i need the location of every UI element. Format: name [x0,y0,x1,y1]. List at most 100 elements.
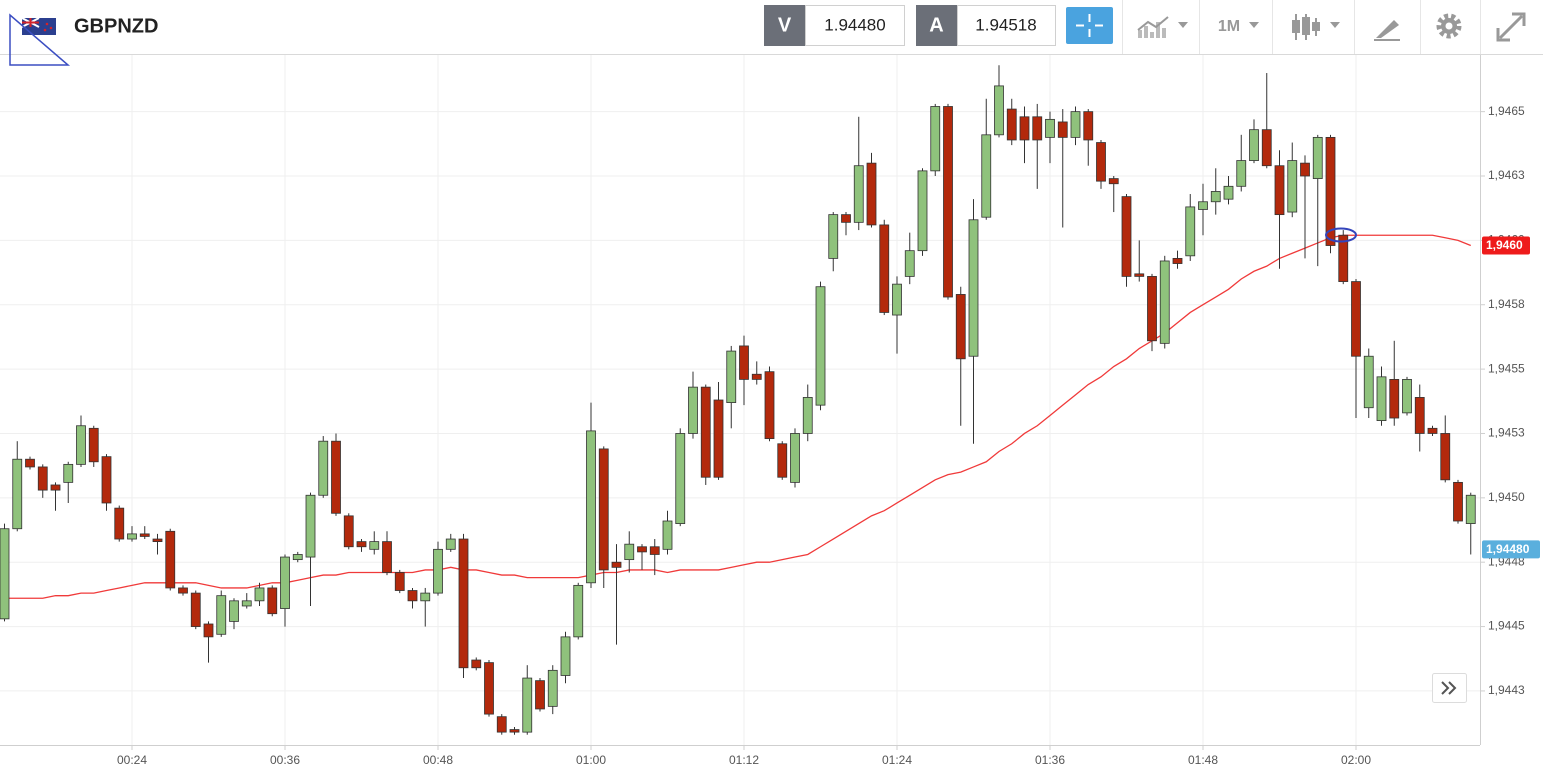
buy-label-bg[interactable] [916,5,957,46]
candle-body [0,528,10,620]
candle-body [267,587,278,615]
ma-label: 1,9460 [1486,238,1523,252]
gear-teeth[interactable] [1436,13,1462,39]
candle-body [700,386,711,478]
candle-body [1032,116,1043,141]
dropdown-arrow[interactable] [1178,22,1188,28]
candle-body [790,433,800,483]
scroll-right-button[interactable] [1432,673,1467,703]
toolbar: GBPNZD V 1.94480 A 1.94518 1M [0,0,1543,55]
candle-body [88,427,99,463]
price-label-bg [1482,540,1540,559]
sell-button[interactable]: V 1.94480 [764,5,905,46]
scroll-icon[interactable] [1441,681,1457,695]
candle-body [930,106,941,172]
moving-average [4,234,1471,599]
candle-body [764,371,775,440]
crosshair-bg[interactable] [1066,7,1113,44]
candle-body [1147,276,1157,342]
candle-body [203,623,214,638]
candle-body [1261,129,1272,167]
scroll-button-bg[interactable] [1432,673,1467,703]
candle-body [178,587,188,594]
candle-body [1096,142,1106,182]
candle-body [420,592,431,602]
flag-star [43,28,47,32]
candle-body [1440,433,1451,481]
fullscreen-button[interactable] [1496,12,1526,42]
candle-body [726,350,737,403]
y-tick-label: 1,9463 [1488,168,1525,182]
candle-body [292,554,303,561]
timeframe[interactable]: 1M [1218,18,1240,35]
flag-star [45,22,49,26]
candle-body [1363,355,1374,409]
candle-body [917,170,928,252]
sell-price-bg[interactable] [805,5,905,46]
candle-icon-body[interactable] [1302,17,1310,35]
chart-type-button[interactable] [1137,16,1188,38]
candle-body [1223,185,1234,200]
ellipse-drawing[interactable] [1325,227,1357,243]
candle-body [611,561,622,568]
candle-body [1414,397,1425,434]
dropdown-arrow[interactable] [1249,22,1259,28]
candle-body [76,425,86,465]
candle-body [190,592,201,627]
draw-icon[interactable] [1376,20,1399,38]
candle-icon-body[interactable] [1292,20,1300,33]
buy-price-bg[interactable] [957,5,1056,46]
candle-body [216,595,227,635]
candle-body [560,636,571,676]
buy-button[interactable]: A 1.94518 [916,5,1056,46]
sell-price[interactable]: 1.94480 [824,15,885,34]
candle-body [1198,201,1208,210]
candle-body [1351,281,1361,357]
flag [21,17,56,35]
candle-icon-body[interactable] [1312,22,1320,31]
candle-body [649,546,660,555]
candle-body [968,219,979,357]
crosshair-icon[interactable] [1076,14,1103,37]
y-tick-label: 1,9445 [1488,619,1525,633]
candle-body [904,250,915,277]
sell-label-bg[interactable] [764,5,805,46]
candle-type-button[interactable] [1292,14,1340,40]
candle-body [1325,136,1336,246]
buy-price[interactable]: 1.94518 [975,15,1036,34]
candle-body [866,162,877,226]
timeframe-button[interactable]: 1M [1218,18,1259,35]
candle-body [127,533,137,540]
chart-type-icon[interactable] [1138,22,1166,38]
settings-button[interactable] [1436,13,1462,39]
candle-body [1057,121,1068,138]
candle-body [1185,206,1196,257]
candle-body [165,530,176,589]
candle-body [802,397,813,434]
candle-body [407,590,418,602]
candle-body [369,541,380,550]
candle-body [139,533,150,537]
candle-body [1312,136,1323,179]
candle-body [101,456,112,504]
chart-type-line[interactable] [1137,16,1169,31]
buy-label[interactable]: A [929,14,943,36]
candle-body [458,538,469,669]
x-tick-label: 01:24 [882,753,912,767]
ma-label-bg [1482,236,1530,255]
candle-body [688,386,698,434]
candle-body [280,556,290,609]
fullscreen-icon[interactable] [1496,12,1526,42]
triangle-drawing[interactable] [9,13,71,66]
flag-cross-red [22,18,39,27]
candle-body [1338,234,1349,282]
candle-body [624,543,635,561]
gear-hole[interactable] [1445,22,1453,30]
crosshair-button[interactable] [1066,7,1113,44]
candle-body [318,440,329,496]
dropdown-arrow[interactable] [1330,22,1340,28]
draw-button[interactable] [1374,20,1400,41]
candle-body [573,584,584,638]
sell-label[interactable]: V [778,14,792,36]
